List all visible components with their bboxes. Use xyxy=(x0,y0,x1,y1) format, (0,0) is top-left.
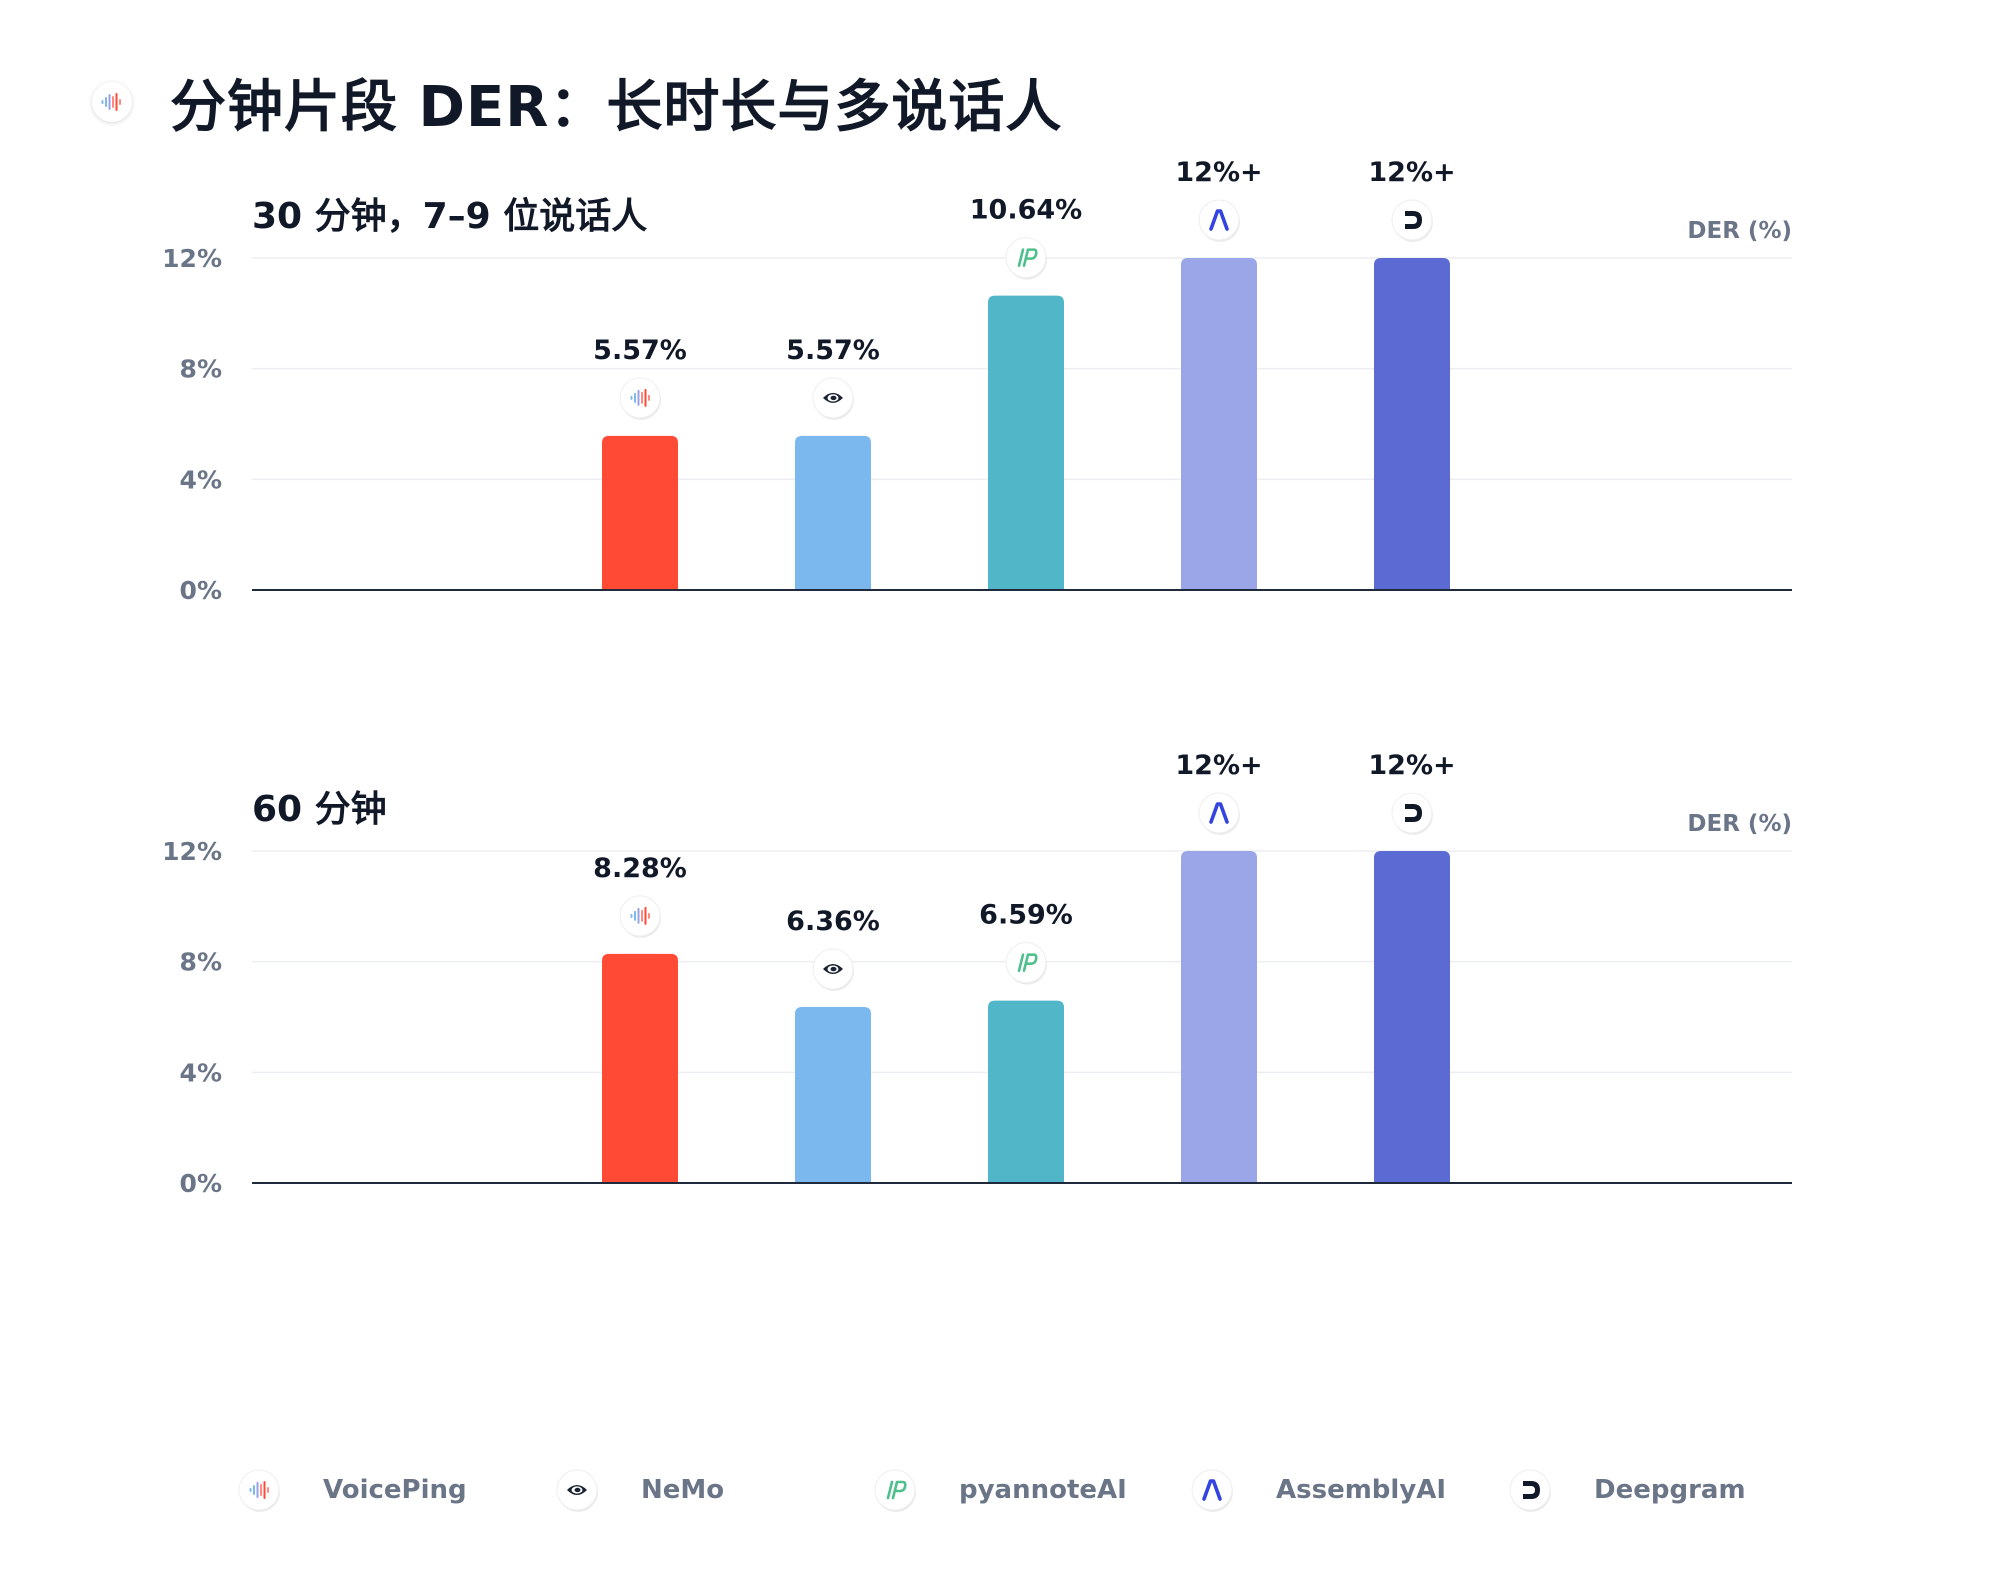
y-tick-label: 12% xyxy=(162,837,222,866)
legend-item-voiceping: VoicePing xyxy=(235,1460,467,1520)
y-tick-label: 12% xyxy=(162,244,222,273)
bar-deepgram xyxy=(1374,851,1450,1183)
voiceping-waveform-icon xyxy=(238,1469,280,1512)
legend-item-pyannoteai: pyannoteAI xyxy=(871,1460,1127,1520)
nvidia-eye-icon xyxy=(812,377,854,420)
deepgram-logo-icon xyxy=(1509,1469,1551,1512)
voiceping-waveform-icon xyxy=(92,82,132,122)
bar-value-label: 5.57% xyxy=(786,335,880,366)
y-axis-label: DER (%) xyxy=(1687,811,1792,837)
legend-label: AssemblyAI xyxy=(1276,1475,1447,1505)
legend-label: pyannoteAI xyxy=(959,1475,1127,1505)
y-axis-label: DER (%) xyxy=(1687,218,1792,244)
bar-value-label: 12%+ xyxy=(1368,750,1455,781)
legend-label: Deepgram xyxy=(1594,1475,1746,1505)
pyannote-logo-icon xyxy=(874,1469,916,1512)
deepgram-logo-icon xyxy=(1509,1469,1551,1512)
page-title: 分钟片段 DER：长时长与多说话人 xyxy=(170,74,1063,140)
y-tick-label: 0% xyxy=(180,576,222,605)
bar-pyannoteai xyxy=(988,1000,1064,1183)
voiceping-waveform-icon xyxy=(619,377,661,420)
pyannote-logo-icon xyxy=(1005,942,1047,985)
legend-item-deepgram: Deepgram xyxy=(1506,1460,1746,1520)
assemblyai-logo-icon xyxy=(1191,1469,1233,1512)
pyannote-logo-icon xyxy=(874,1469,916,1512)
bar-value-label: 12%+ xyxy=(1175,750,1262,781)
nvidia-eye-icon xyxy=(556,1469,598,1512)
nvidia-eye-icon xyxy=(556,1469,598,1512)
chart-title: 30 分钟，7–9 位说话人 xyxy=(252,196,647,237)
bar-voiceping xyxy=(602,953,678,1183)
legend-label: NeMo xyxy=(641,1475,725,1505)
chart-title: 60 分钟 xyxy=(252,789,387,830)
bar-value-label: 8.28% xyxy=(593,853,687,884)
nvidia-eye-icon xyxy=(812,948,854,992)
bar-value-label: 10.64% xyxy=(970,195,1082,226)
assemblyai-logo-icon xyxy=(1198,199,1240,242)
der-charts: 30 分钟，7–9 位说话人 DER (%) 0% 4% 8% 12% 5.57% 5.57%… xyxy=(162,157,1792,1198)
bar-value-label: 6.36% xyxy=(786,906,880,937)
deepgram-logo-icon xyxy=(1391,199,1433,242)
chart-legend: VoicePing NeMo pyannoteAI AssemblyAI Deepgra… xyxy=(0,1460,2000,1520)
voiceping-waveform-icon xyxy=(619,895,661,938)
legend-label: VoicePing xyxy=(323,1475,467,1505)
y-tick-label: 8% xyxy=(180,355,222,384)
page-header: 分钟片段 DER：长时长与多说话人 xyxy=(92,62,1062,142)
bar-value-label: 6.59% xyxy=(979,900,1073,931)
voiceping-waveform-icon xyxy=(238,1469,280,1512)
deepgram-logo-icon xyxy=(1391,792,1433,835)
legend-item-assemblyai: AssemblyAI xyxy=(1188,1460,1446,1520)
y-tick-label: 4% xyxy=(180,465,222,494)
chart-1: 30 分钟，7–9 位说话人 DER (%) 0% 4% 8% 12% 5.57% 5.57%… xyxy=(162,157,1792,605)
y-tick-label: 0% xyxy=(180,1169,222,1198)
bar-assemblyai xyxy=(1181,851,1257,1183)
bar-voiceping xyxy=(602,435,678,590)
chart-2: 60 分钟 DER (%) 0% 4% 8% 12% 8.28% 6.36% 6.59% 12%+… xyxy=(162,750,1792,1198)
pyannote-logo-icon xyxy=(1005,237,1047,280)
bar-value-label: 12%+ xyxy=(1175,157,1262,188)
y-tick-label: 8% xyxy=(180,948,222,977)
bar-nemo xyxy=(795,1007,871,1183)
y-tick-label: 4% xyxy=(180,1058,222,1087)
bar-pyannoteai xyxy=(988,295,1064,590)
bar-assemblyai xyxy=(1181,258,1257,590)
bar-value-label: 5.57% xyxy=(593,335,687,366)
legend-item-nemo: NeMo xyxy=(553,1460,724,1520)
bar-value-label: 12%+ xyxy=(1368,157,1455,188)
bar-deepgram xyxy=(1374,258,1450,590)
bar-nemo xyxy=(795,435,871,590)
assemblyai-logo-icon xyxy=(1191,1469,1233,1512)
assemblyai-logo-icon xyxy=(1198,792,1240,835)
